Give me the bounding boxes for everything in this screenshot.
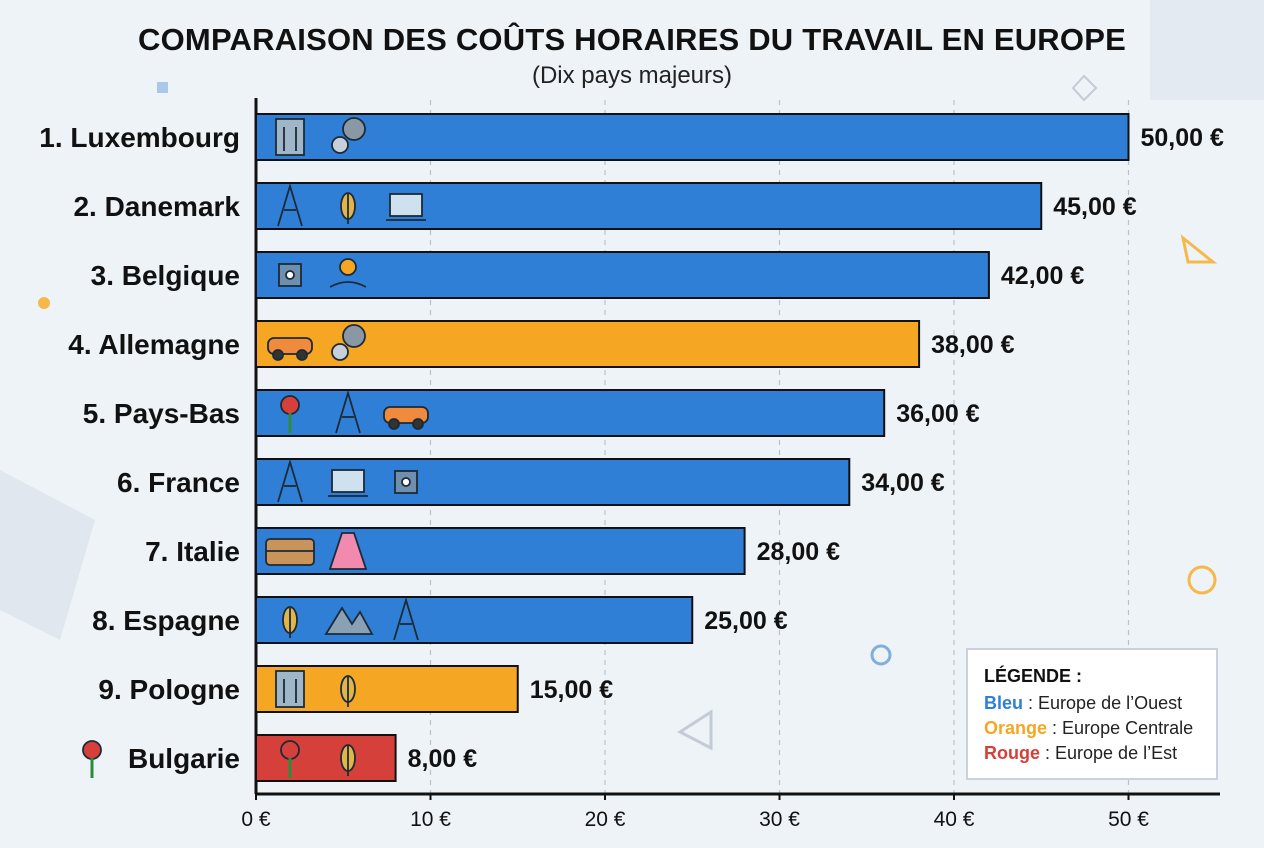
chip-icon: [394, 470, 418, 494]
bar: [255, 251, 990, 299]
background-ring: [870, 644, 892, 666]
legend-item-bleu: Bleu : Europe de l’Ouest: [984, 693, 1183, 713]
category-label: 1. Luxembourg: [39, 122, 240, 153]
colosseum-icon: [265, 538, 315, 566]
windmill-icon: [335, 389, 361, 434]
tulip-icon: [280, 395, 300, 433]
value-label: 34,00 €: [861, 469, 945, 497]
value-label: 50,00 €: [1141, 124, 1225, 152]
eiffel-tower-icon: [277, 458, 303, 503]
legend-title: LÉGENDE :: [984, 666, 1083, 686]
background-triangle: [1180, 234, 1218, 264]
category-label: 3. Belgique: [91, 260, 240, 291]
legend: LÉGENDE : Bleu : Europe de l’Ouest Orang…: [966, 648, 1218, 780]
cargo-ship-icon: [383, 406, 429, 430]
category-label: 4. Allemagne: [68, 329, 240, 360]
rose-icon: [280, 740, 300, 778]
crane-icon: [393, 596, 419, 641]
background-shape: [1150, 0, 1264, 100]
rose-icon: [82, 740, 102, 778]
background-ring: [1187, 565, 1217, 595]
chart-subtitle: (Dix pays majeurs): [531, 62, 733, 89]
value-label: 45,00 €: [1053, 193, 1137, 221]
background-dot: [38, 297, 50, 309]
value-label: 38,00 €: [931, 331, 1015, 359]
atomium-icon: [278, 263, 302, 287]
laptop-icon: [328, 469, 368, 497]
wheat-icon: [340, 675, 356, 707]
bar: [255, 113, 1130, 161]
value-label: 42,00 €: [1001, 262, 1085, 290]
wind-turbine-icon: [277, 182, 303, 227]
mountains-icon: [324, 606, 374, 635]
x-tick-label: 0 €: [241, 808, 271, 831]
gears-icon: [331, 324, 366, 361]
bar: [255, 527, 746, 575]
award-hand-icon: [329, 258, 367, 288]
value-label: 28,00 €: [757, 538, 841, 566]
value-label: 8,00 €: [408, 745, 478, 773]
category-label: 8. Espagne: [92, 605, 240, 636]
background-triangle: [677, 709, 713, 751]
category-label: Bulgarie: [128, 743, 240, 774]
legend-text: Europe de l’Ouest: [1038, 693, 1183, 713]
category-label: 6. France: [117, 467, 240, 498]
gears-icon: [331, 117, 366, 154]
value-label: 25,00 €: [704, 607, 788, 635]
bar: [255, 596, 694, 644]
value-label: 15,00 €: [530, 676, 614, 704]
legend-key: Rouge: [984, 743, 1040, 763]
background-shape: [0, 470, 95, 640]
car-icon: [267, 337, 313, 361]
category-label: 7. Italie: [145, 536, 240, 567]
palm-tree-icon: [282, 606, 298, 638]
wheat-field-icon: [340, 744, 356, 776]
x-tick-label: 10 €: [410, 808, 451, 831]
bar: [255, 734, 397, 782]
factory-icon: [275, 670, 305, 708]
background-square: [157, 82, 168, 93]
leaf-icon: [340, 192, 356, 224]
x-tick-label: 50 €: [1108, 808, 1149, 831]
x-tick-label: 30 €: [759, 808, 800, 831]
legend-item-orange: Orange : Europe Centrale: [984, 718, 1194, 738]
legend-item-rouge: Rouge : Europe de l’Est: [984, 743, 1178, 763]
building-icon: [275, 118, 305, 156]
legend-key: Orange: [984, 718, 1048, 738]
category-label: 2. Danemark: [73, 191, 240, 222]
legend-text: Europe de l’Est: [1055, 743, 1178, 763]
dress-icon: [328, 532, 368, 570]
bar: [255, 320, 921, 368]
legend-key: Bleu: [984, 693, 1024, 713]
category-label: 5. Pays-Bas: [83, 398, 240, 429]
bar: [255, 182, 1043, 230]
bar: [255, 389, 886, 437]
legend-text: Europe Centrale: [1062, 718, 1194, 738]
background-diamond: [1071, 74, 1098, 102]
value-label: 36,00 €: [896, 400, 980, 428]
design-icon: [386, 193, 426, 221]
chart-title: COMPARAISON DES COÛTS HORAIRES DU TRAVAI…: [138, 22, 1126, 57]
x-tick-label: 40 €: [934, 808, 975, 831]
x-tick-label: 20 €: [585, 808, 626, 831]
category-label: 9. Pologne: [98, 674, 240, 705]
